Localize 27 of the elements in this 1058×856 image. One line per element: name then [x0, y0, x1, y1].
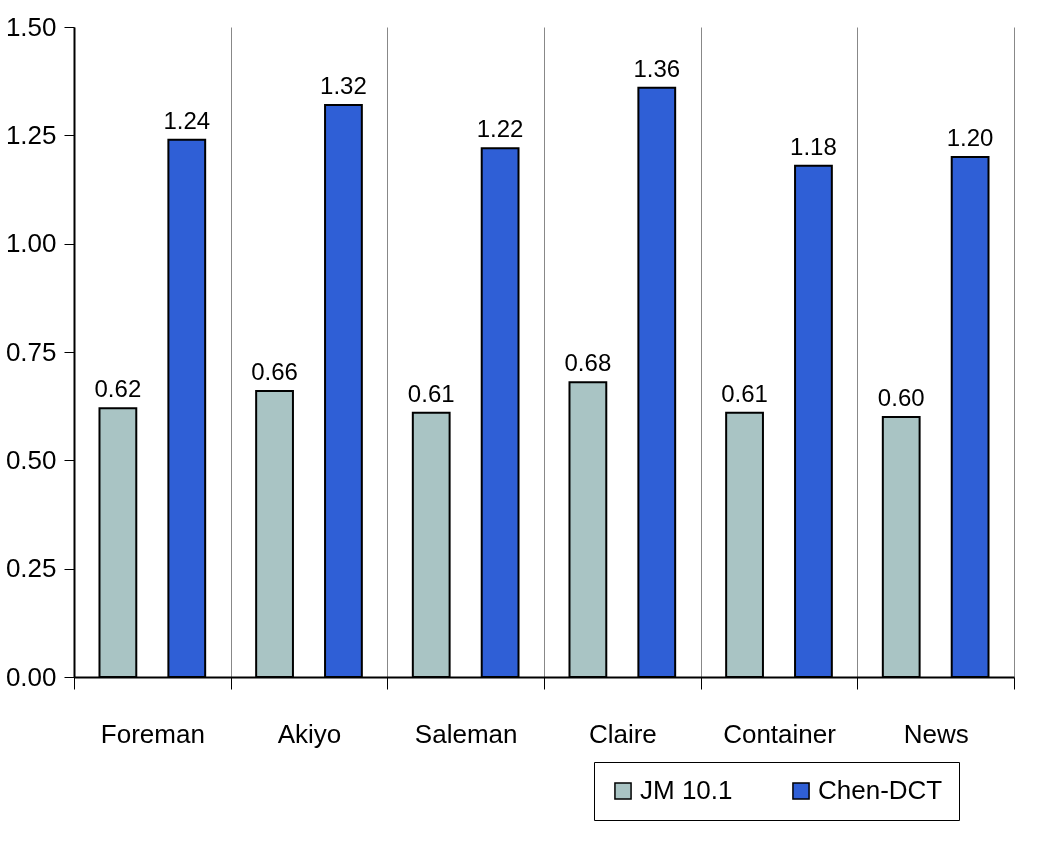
x-tick-label: Foreman — [100, 718, 205, 749]
data-label: 0.61 — [721, 379, 768, 407]
legend-label: Chen-DCT — [818, 775, 943, 805]
y-tick-label: 0.00 — [5, 661, 57, 692]
data-label: 1.22 — [476, 115, 524, 143]
y-tick-label: 1.00 — [5, 228, 57, 259]
data-label: 0.66 — [251, 358, 298, 385]
y-tick-label: 1.50 — [5, 11, 57, 42]
data-label: 1.32 — [320, 72, 367, 99]
y-tick-label: 0.75 — [5, 336, 57, 367]
y-tick-label: 0.50 — [5, 444, 57, 475]
data-label: 0.60 — [877, 384, 925, 411]
data-label: 1.20 — [946, 124, 994, 151]
data-label: 1.18 — [790, 132, 837, 160]
y-tick-label: 0.25 — [5, 553, 57, 584]
y-tick-label: 1.25 — [5, 119, 57, 150]
x-tick-label: Saleman — [414, 718, 518, 749]
data-label: 0.68 — [564, 349, 612, 377]
data-label: 0.62 — [94, 375, 142, 403]
x-tick-label: News — [903, 718, 969, 749]
x-tick-label: Akiyo — [277, 718, 342, 749]
data-label: 1.24 — [163, 106, 211, 134]
data-label: 0.61 — [407, 379, 455, 407]
data-label: 1.36 — [633, 54, 681, 82]
x-tick-label: Claire — [588, 718, 657, 749]
legend-label: JM 10.1 — [640, 775, 733, 805]
x-tick-label: Container — [723, 718, 837, 749]
